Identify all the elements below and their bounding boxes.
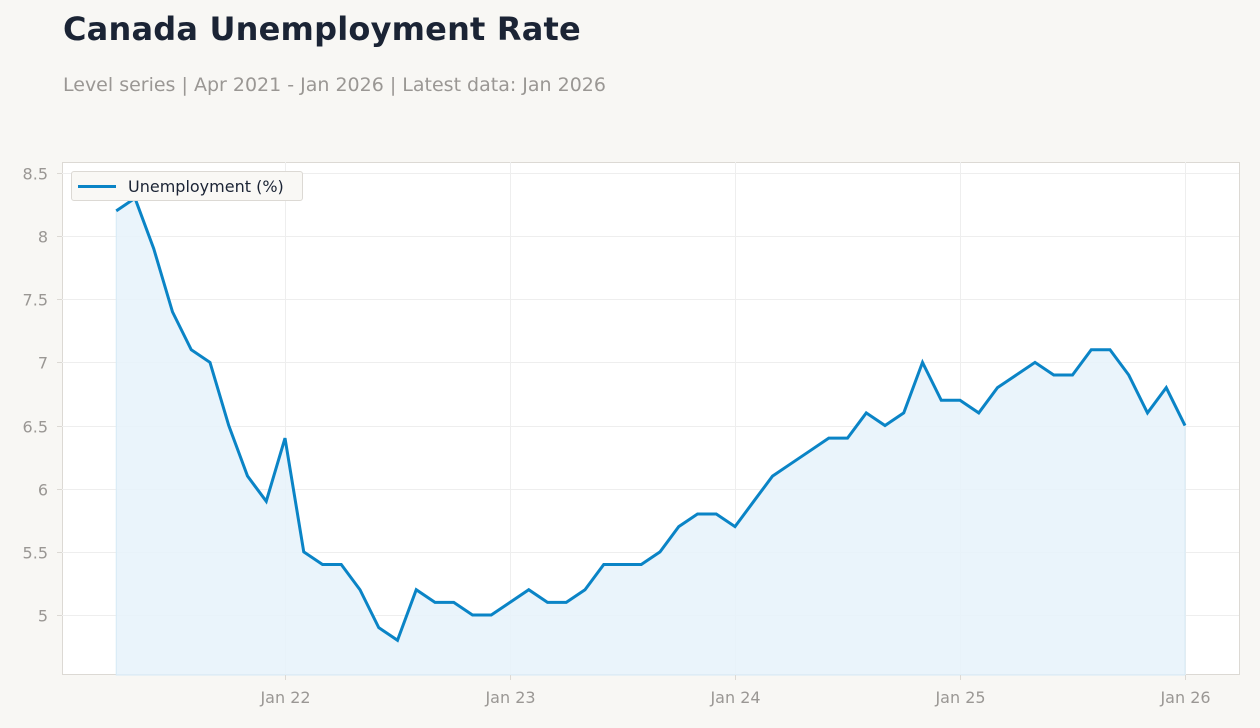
y-tick-label: 5.5 — [23, 544, 48, 563]
y-tick-label: 7.5 — [23, 291, 48, 310]
legend-label: Unemployment (%) — [128, 176, 284, 196]
line-swatch-icon — [78, 184, 116, 188]
y-tick-label: 5 — [38, 607, 48, 626]
page-title: Canada Unemployment Rate — [63, 10, 581, 48]
x-tick-label: Jan 24 — [709, 688, 760, 707]
y-tick-label: 6 — [38, 481, 48, 500]
x-tick-label: Jan 23 — [484, 688, 535, 707]
y-tick-label: 8 — [38, 228, 48, 247]
y-axis: 5 5.5 6 6.5 7 7.5 8 8.5 — [23, 165, 62, 626]
y-tick-label: 8.5 — [23, 165, 48, 184]
x-tick-label: Jan 25 — [934, 688, 985, 707]
y-tick-label: 6.5 — [23, 418, 48, 437]
x-axis: Jan 22 Jan 23 Jan 24 Jan 25 Jan 26 — [259, 675, 1211, 707]
page-subtitle: Level series | Apr 2021 - Jan 2026 | Lat… — [63, 74, 606, 96]
y-tick-label: 7 — [38, 354, 48, 373]
x-tick-label: Jan 26 — [1159, 688, 1210, 707]
x-tick-label: Jan 22 — [259, 688, 310, 707]
chart-legend: Unemployment (%) — [71, 171, 303, 201]
data-line — [115, 195, 1187, 643]
